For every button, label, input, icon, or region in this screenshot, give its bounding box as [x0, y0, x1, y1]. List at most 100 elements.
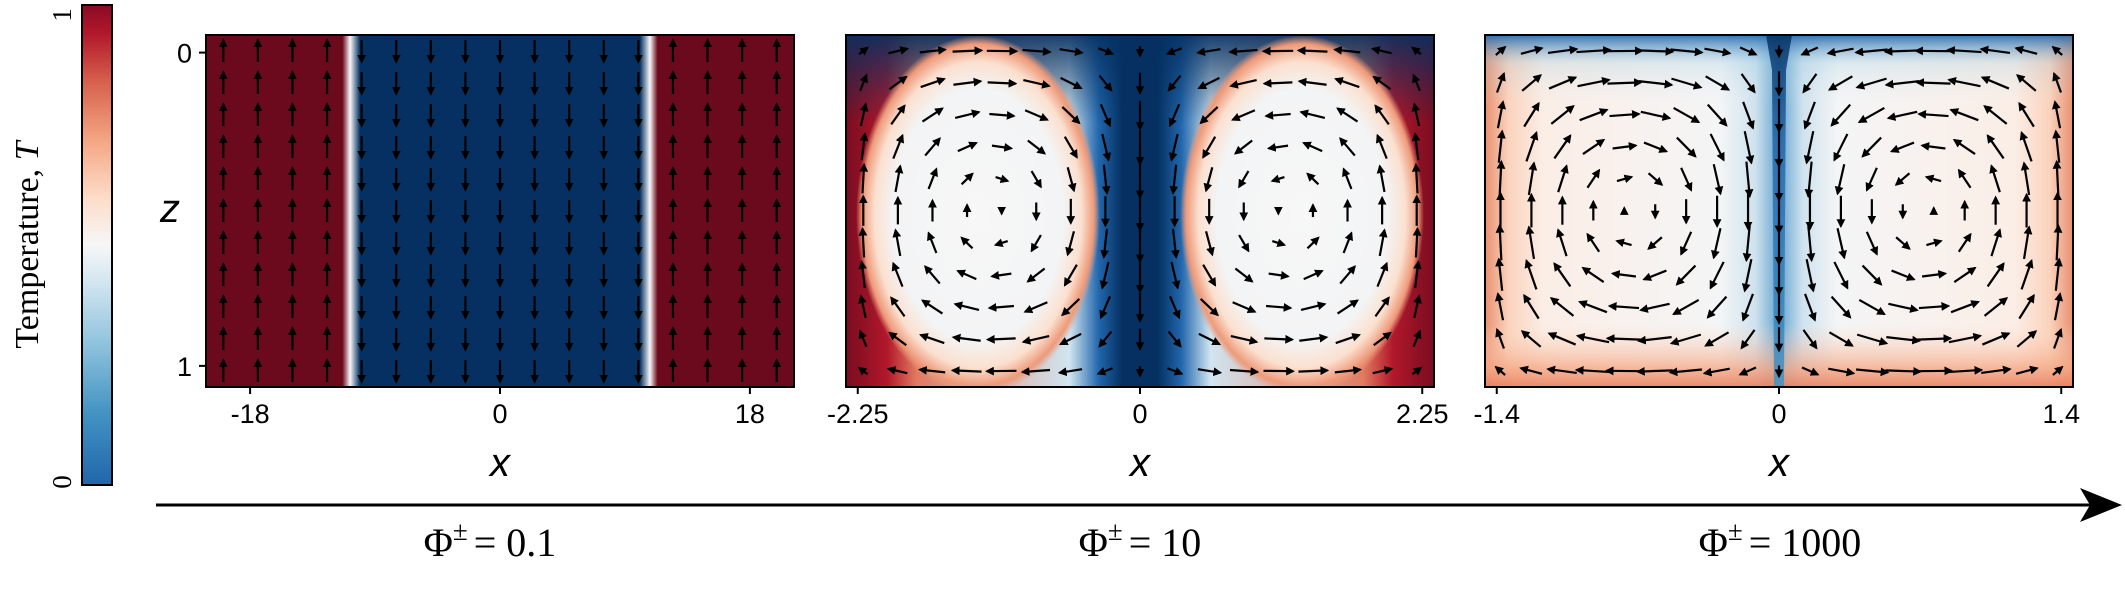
panel-3-xlabel: x [1767, 441, 1791, 485]
y-tick-label: 0 [177, 39, 192, 69]
velocity-arrow [1857, 106, 1885, 124]
velocity-arrow [920, 77, 946, 89]
velocity-arrow [1411, 46, 1422, 56]
x-tick-label: -2.25 [827, 399, 889, 429]
velocity-arrow [1836, 228, 1847, 260]
velocity-arrow [1202, 136, 1217, 159]
velocity-arrow [1302, 141, 1323, 153]
velocity-arrow [1525, 131, 1539, 162]
x-tick-label: 0 [1771, 399, 1786, 429]
velocity-arrow [1953, 266, 1977, 284]
velocity-arrow [1576, 45, 1612, 55]
velocity-arrow [1061, 106, 1081, 125]
velocity-arrow [858, 46, 869, 56]
velocity-arrow [1264, 334, 1295, 344]
velocity-arrow [1168, 103, 1181, 128]
velocity-arrow [995, 174, 1010, 183]
velocity-arrow [952, 46, 984, 56]
velocity-arrow [1413, 294, 1422, 319]
velocity-arrow [1574, 365, 1611, 375]
velocity-arrow [1709, 261, 1725, 290]
velocity-arrow [2019, 131, 2033, 162]
velocity-arrow [1238, 170, 1250, 189]
velocity-arrow [1743, 130, 1755, 165]
velocity-arrow [1861, 136, 1882, 158]
velocity-arrow [1520, 330, 1542, 348]
x-tick-label: 2.25 [1396, 399, 1449, 429]
velocity-arrow [1306, 236, 1320, 250]
velocity-arrow [1495, 71, 1506, 93]
phi-label-3: Φ± = 1000 [1699, 516, 1862, 565]
velocity-arrow [1802, 329, 1818, 350]
velocity-arrow [1297, 77, 1327, 87]
velocity-arrow [1806, 225, 1816, 263]
velocity-arrow [1065, 231, 1076, 257]
velocity-arrow [1413, 260, 1422, 289]
velocity-arrow [2015, 365, 2039, 375]
velocity-arrow [1557, 164, 1569, 193]
velocity-arrow [1496, 159, 1506, 197]
velocity-arrow [890, 296, 906, 317]
velocity-arrow [1921, 270, 1948, 279]
velocity-arrow [1494, 292, 1505, 321]
velocity-arrow [1495, 45, 1507, 56]
velocity-arrow [1527, 161, 1538, 196]
velocity-arrow [1411, 162, 1421, 194]
velocity-arrow [1884, 79, 1920, 89]
x-tick-label: 18 [735, 399, 765, 429]
velocity-arrow [1577, 76, 1611, 88]
velocity-arrow [927, 167, 938, 190]
velocity-arrow [1712, 164, 1724, 196]
velocity-arrow [1673, 106, 1701, 124]
velocity-arrow [1894, 172, 1911, 186]
velocity-arrow [1612, 142, 1638, 151]
velocity-arrow [1234, 267, 1254, 283]
velocity-arrow [1197, 367, 1223, 377]
colorbar-label: Temperature, T [9, 139, 46, 348]
velocity-arrow [859, 102, 869, 127]
velocity-arrow [1865, 167, 1878, 192]
velocity-arrow [927, 231, 938, 254]
velocity-arrow [1230, 334, 1259, 345]
velocity-arrow [951, 333, 981, 343]
velocity-arrow [1547, 45, 1579, 55]
velocity-arrow [1167, 367, 1184, 376]
velocity-arrow [1523, 293, 1540, 320]
velocity-arrow [1306, 172, 1320, 186]
velocity-arrow [858, 260, 867, 289]
velocity-arrow [921, 107, 944, 123]
velocity-arrow [1856, 333, 1889, 346]
velocity-arrow [1096, 367, 1113, 376]
velocity-arrow [891, 261, 904, 288]
velocity-arrow [1957, 168, 1972, 189]
panel-2-cell-right [1180, 35, 1424, 387]
velocity-arrow [1952, 138, 1976, 156]
velocity-arrow [1265, 303, 1293, 312]
velocity-arrow [919, 46, 947, 55]
velocity-arrow [1030, 234, 1042, 253]
velocity-arrow [1494, 365, 1506, 376]
velocity-arrow [1058, 332, 1082, 346]
velocity-arrow [1833, 261, 1849, 290]
velocity-arrow [1548, 76, 1578, 90]
velocity-arrow [1702, 367, 1730, 377]
velocity-arrow [1989, 164, 2001, 193]
velocity-arrow [1411, 366, 1423, 376]
velocity-arrow [1262, 78, 1293, 88]
velocity-arrow [1704, 331, 1730, 347]
velocity-arrow [1946, 45, 1982, 55]
velocity-arrow [1099, 295, 1111, 320]
velocity-arrow [1199, 106, 1219, 125]
velocity-arrow [1647, 172, 1664, 186]
velocity-arrow [1303, 269, 1324, 281]
panel-1-velocity-arrows [218, 38, 782, 384]
velocity-arrow [1231, 109, 1256, 122]
velocity-arrow [1670, 47, 1704, 57]
velocity-arrow [1268, 271, 1290, 280]
velocity-arrow [888, 331, 907, 347]
velocity-arrow [1828, 367, 1856, 377]
velocity-arrow [1947, 365, 1984, 375]
velocity-arrow [1171, 228, 1180, 260]
velocity-arrow [1061, 298, 1081, 317]
velocity-arrow [1680, 167, 1693, 192]
